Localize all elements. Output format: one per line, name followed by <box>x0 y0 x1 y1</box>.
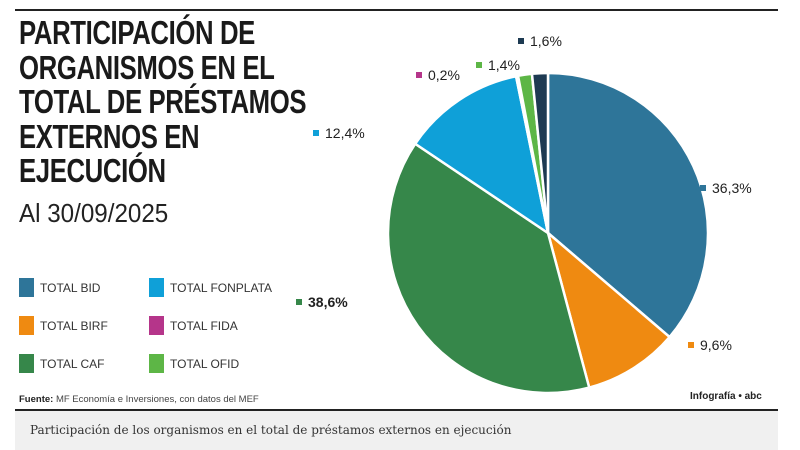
legend-label: TOTAL FIDA <box>170 318 238 333</box>
pie-chart: 36,3% 9,6% 38,6% 12,4% 0,2% 1,4% 1,6% <box>296 33 752 395</box>
image-caption: Participación de los organismos en el to… <box>15 411 778 450</box>
data-label: 38,6% <box>308 294 348 310</box>
legend-swatch <box>19 354 34 373</box>
legend-swatch <box>19 316 34 335</box>
legend-swatch <box>149 278 164 297</box>
legend-swatch <box>149 354 164 373</box>
label-marker <box>700 185 706 191</box>
data-label: 36,3% <box>712 180 752 196</box>
data-label: 1,6% <box>530 33 562 49</box>
legend-item: TOTAL BID <box>19 278 100 297</box>
data-label: 0,2% <box>428 67 460 83</box>
legend-swatch <box>19 278 34 297</box>
label-marker <box>476 62 482 68</box>
legend-item: TOTAL BIRF <box>19 316 108 335</box>
legend-swatch <box>149 316 164 335</box>
source-label: Fuente: <box>19 394 54 405</box>
legend-item: TOTAL CAF <box>19 354 104 373</box>
legend-label: TOTAL CAF <box>40 356 105 371</box>
top-rule <box>15 9 778 11</box>
chart-subtitle: Al 30/09/2025 <box>19 198 169 228</box>
pie-slice <box>545 229 672 390</box>
legend-item: TOTAL OFID <box>149 354 239 373</box>
credit: Infografía • abc <box>690 391 762 402</box>
legend-label: TOTAL FONPLATA <box>170 280 273 295</box>
source-note: Fuente: MF Economía e Inversiones, con d… <box>19 394 259 405</box>
source-text: MF Economía e Inversiones, con datos del… <box>53 394 259 405</box>
pie-slice <box>413 74 550 236</box>
data-label: 9,6% <box>700 337 732 353</box>
label-marker <box>296 299 302 305</box>
chart-title: PARTICIPACIÓN DE ORGANISMOS EN EL TOTAL … <box>19 14 307 189</box>
bottom-rule <box>15 409 778 411</box>
legend-item: TOTAL FIDA <box>149 316 238 335</box>
legend-label: TOTAL OFID <box>170 356 240 371</box>
label-marker <box>416 72 422 78</box>
data-label: 12,4% <box>325 125 365 141</box>
legend-label: TOTAL BIRF <box>40 318 108 333</box>
label-marker <box>688 342 694 348</box>
label-marker <box>518 38 524 44</box>
pie-slice <box>546 71 710 339</box>
data-label: 1,4% <box>488 57 520 73</box>
legend-item: TOTAL FONPLATA <box>149 278 272 297</box>
pie-slice <box>530 71 550 234</box>
label-marker <box>313 130 319 136</box>
legend-label: TOTAL BID <box>40 280 101 295</box>
pie-slice <box>386 142 591 395</box>
